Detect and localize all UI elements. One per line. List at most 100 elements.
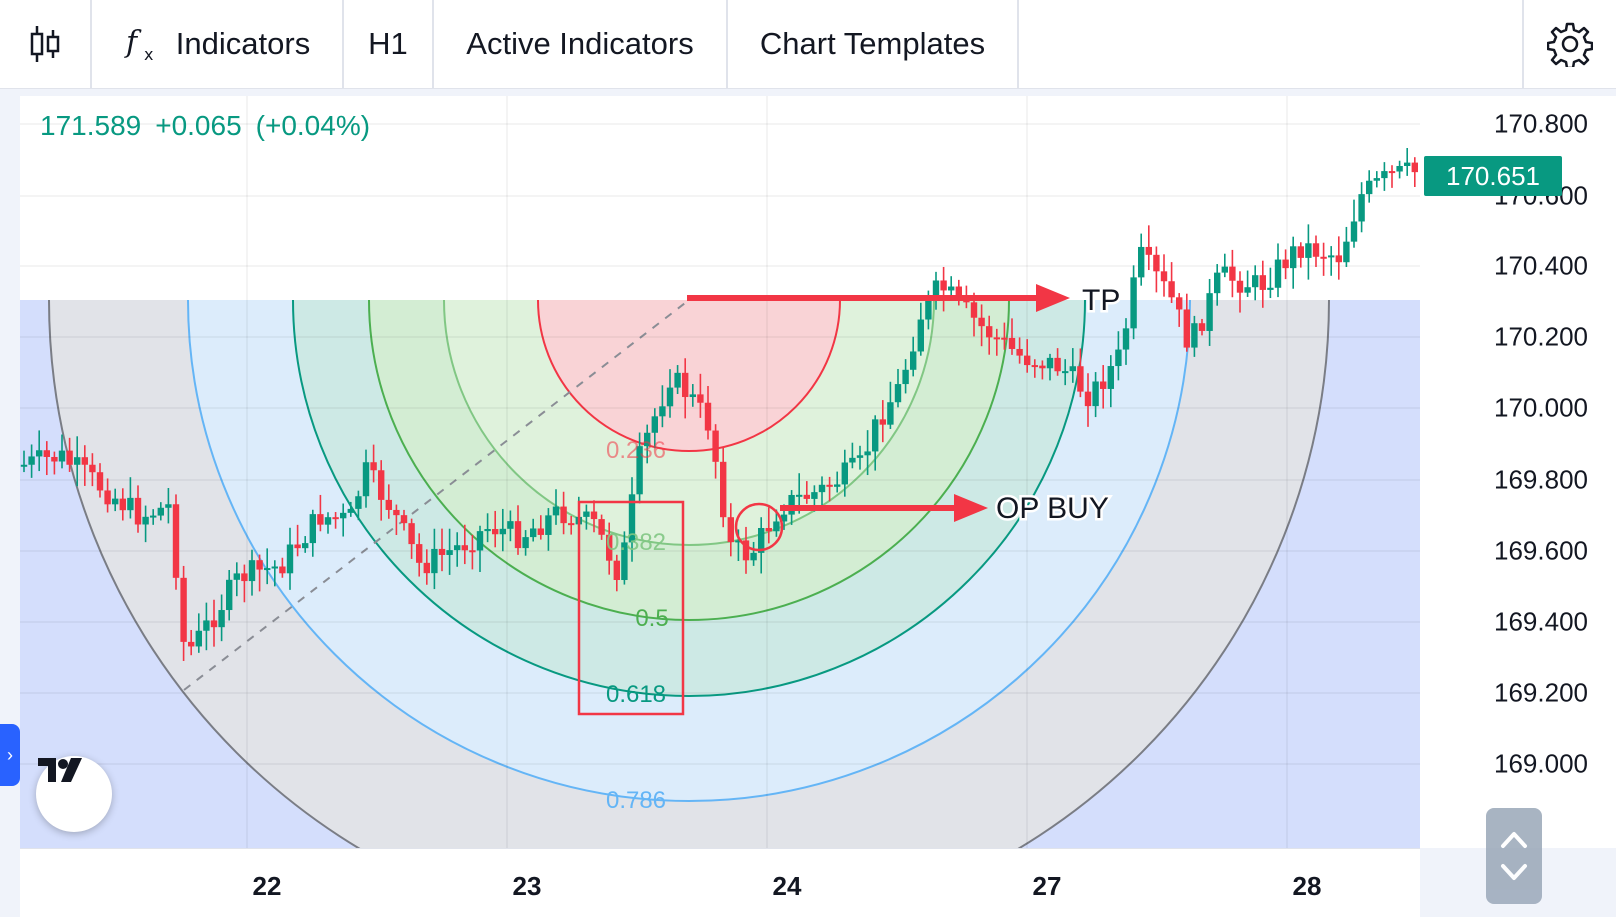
candle-body xyxy=(1160,271,1168,282)
candle-body xyxy=(902,369,909,385)
candle-body xyxy=(910,351,917,370)
candle-body xyxy=(598,519,605,535)
candle-body xyxy=(636,446,643,495)
expand-toolbar-handle[interactable]: › xyxy=(0,724,20,786)
price-axis-label: 169.200 xyxy=(1494,677,1588,708)
scale-toggle-button[interactable] xyxy=(1486,808,1542,904)
candle-body xyxy=(727,517,734,543)
candle-body xyxy=(172,504,180,578)
candle-body xyxy=(180,577,187,642)
candle-body xyxy=(712,430,719,462)
fib-label-05: 0.5 xyxy=(635,605,668,632)
candle-body xyxy=(1115,349,1122,367)
candle-body xyxy=(826,484,833,487)
chevron-right-icon: › xyxy=(7,744,13,765)
candle-body xyxy=(818,484,826,493)
chevron-up-down-icon xyxy=(1501,832,1527,880)
current-price-tag: 170.651 xyxy=(1424,156,1562,196)
tradingview-logo-icon xyxy=(38,758,82,782)
fib-level-labels: 0.236 0.382 0.5 0.618 0.786 xyxy=(606,437,669,814)
annotation-box xyxy=(577,500,685,716)
upper-area xyxy=(20,96,1420,300)
time-axis-label: 28 xyxy=(1292,871,1322,901)
time-axis-label: 24 xyxy=(772,871,802,901)
candle-body xyxy=(1039,365,1046,369)
candle-body xyxy=(210,620,218,628)
candle-body xyxy=(1244,287,1251,293)
candle-body xyxy=(142,516,149,525)
candle-body xyxy=(416,544,423,563)
candle-body xyxy=(324,517,332,525)
candle-body xyxy=(1092,381,1099,407)
candle-body xyxy=(720,461,727,518)
tp-arrow-head xyxy=(1036,284,1070,312)
candle-body xyxy=(423,562,430,574)
candle-body xyxy=(1069,366,1076,372)
candle-body xyxy=(241,573,248,582)
candle-body xyxy=(188,641,195,647)
candle-body xyxy=(864,451,871,456)
active-indicators-label: Active Indicators xyxy=(466,26,694,61)
candle-body xyxy=(1016,348,1023,356)
candle-body xyxy=(1100,381,1107,389)
candle-body xyxy=(613,560,620,581)
chart-canvas[interactable]: 0.236 0.382 0.5 0.618 0.786 TP OP BUY xyxy=(20,96,1420,848)
candle-body xyxy=(499,528,506,535)
candle-body xyxy=(894,384,902,403)
candle-body xyxy=(1221,266,1228,273)
candle-body xyxy=(1373,178,1380,181)
chart-templates-button[interactable]: Chart Templates xyxy=(728,0,1019,88)
candle-body xyxy=(134,497,142,525)
candle-body xyxy=(507,521,514,529)
candle-body xyxy=(666,387,674,407)
candle-body xyxy=(400,515,408,524)
candle-body xyxy=(355,496,362,509)
time-axis-label: 22 xyxy=(252,871,282,901)
svg-text:f: f xyxy=(124,25,142,60)
time-axis[interactable]: 22 23 24 27 28 xyxy=(20,848,1420,917)
candle-body xyxy=(849,457,856,463)
candle-body xyxy=(742,540,750,561)
candle-body xyxy=(978,317,985,327)
time-axis-label: 27 xyxy=(1032,871,1062,901)
candle-body xyxy=(20,464,28,467)
candle-body xyxy=(993,337,1000,340)
candle-body xyxy=(484,529,491,532)
candle-body xyxy=(112,498,119,505)
candle-body xyxy=(583,511,590,517)
candle-body xyxy=(89,464,96,473)
price-axis-label: 170.000 xyxy=(1494,392,1588,423)
candle-body xyxy=(1229,266,1236,281)
candle-body xyxy=(545,515,552,535)
candle-body xyxy=(735,540,742,543)
candle-body xyxy=(682,372,689,398)
candle-body xyxy=(1214,272,1221,294)
price-axis-label: 170.400 xyxy=(1494,250,1588,281)
fib-label-0786: 0.786 xyxy=(606,787,666,814)
candle-body xyxy=(256,560,263,570)
candle-body xyxy=(1031,365,1038,368)
candle-body xyxy=(271,566,278,569)
active-indicators-button[interactable]: Active Indicators xyxy=(434,0,728,88)
candle-body xyxy=(765,528,772,532)
candle-body xyxy=(1024,355,1031,366)
candle-body xyxy=(340,512,347,519)
chart-area[interactable]: 0.236 0.382 0.5 0.618 0.786 TP OP BUY 17… xyxy=(20,96,1420,848)
candle-body xyxy=(834,484,841,487)
settings-button[interactable] xyxy=(1524,0,1616,88)
candle-body xyxy=(1274,259,1282,288)
candle-body xyxy=(1404,162,1411,166)
candle-body xyxy=(917,319,924,352)
candle-body xyxy=(552,506,560,516)
timeframe-button[interactable]: H1 xyxy=(344,0,434,88)
tradingview-logo[interactable] xyxy=(36,756,112,832)
candle-body xyxy=(659,406,666,417)
candle-body xyxy=(940,280,947,291)
candle-body xyxy=(932,280,940,297)
grid-lines xyxy=(20,96,1420,848)
price-axis[interactable]: 170.800 170.600 170.400 170.200 170.000 … xyxy=(1420,96,1616,848)
candle-body xyxy=(408,523,415,545)
candle-body xyxy=(226,579,233,611)
chart-type-button[interactable] xyxy=(0,0,92,88)
indicators-button[interactable]: f x Indicators xyxy=(92,0,344,88)
